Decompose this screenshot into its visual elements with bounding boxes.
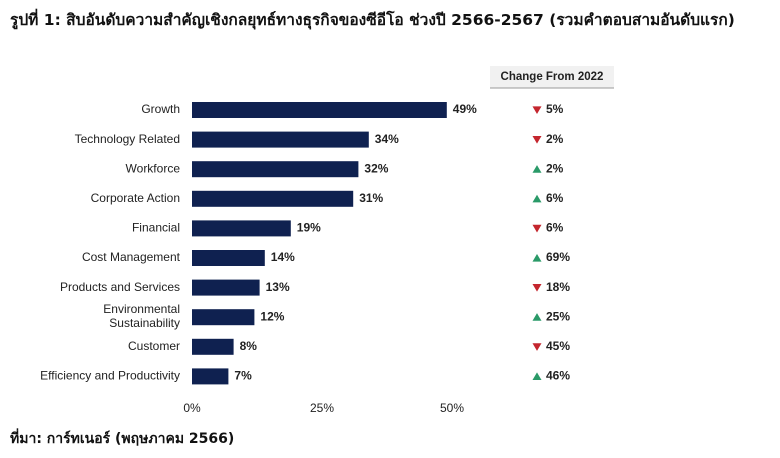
- change-arrow: [532, 165, 542, 173]
- bar: [192, 309, 255, 326]
- y-tick-label: Efficiency and Productivity: [40, 369, 180, 383]
- value-label: 7%: [234, 369, 252, 383]
- value-label: 8%: [240, 339, 258, 353]
- bar: [192, 250, 265, 266]
- chart-title: รูปที่ 1: สิบอันดับความสำคัญเชิงกลยุทธ์ท…: [10, 11, 735, 29]
- value-label: 34%: [375, 132, 399, 146]
- x-tick-label: 50%: [440, 401, 464, 415]
- change-label: 2%: [546, 161, 564, 175]
- change-arrow: [532, 224, 542, 233]
- y-tick-label: Workforce: [126, 161, 181, 175]
- value-label: 32%: [364, 161, 388, 175]
- change-label: 5%: [546, 102, 564, 116]
- source-note: ที่มา: การ์ทเนอร์ (พฤษภาคม 2566): [10, 431, 235, 447]
- y-tick-label: Technology Related: [75, 132, 180, 146]
- change-label: 46%: [546, 369, 570, 383]
- x-tick-label: 0%: [183, 401, 201, 415]
- change-label: 25%: [546, 309, 570, 323]
- value-label: 12%: [260, 309, 284, 323]
- bar: [192, 102, 447, 118]
- change-arrow: [532, 253, 542, 262]
- value-label: 13%: [266, 280, 290, 294]
- change-header-bg: [490, 66, 614, 88]
- y-tick-label: Corporate Action: [91, 191, 180, 205]
- change-arrow: [532, 372, 542, 380]
- y-tick-label: Cost Management: [82, 250, 181, 264]
- change-label: 69%: [546, 250, 570, 264]
- y-tick-label: Products and Services: [60, 280, 180, 294]
- y-tick-label: Environmental Sustainability: [103, 302, 180, 330]
- change-label: 6%: [546, 191, 564, 205]
- value-label: 49%: [453, 102, 477, 116]
- x-tick-label: 25%: [310, 401, 334, 415]
- value-label: 19%: [297, 221, 321, 235]
- change-header: Change From 2022: [501, 71, 604, 83]
- y-tick-label: Financial: [132, 221, 180, 235]
- change-label: 45%: [546, 339, 570, 353]
- value-label: 14%: [271, 250, 295, 264]
- bar: [192, 338, 234, 355]
- bar: [192, 279, 260, 296]
- bar: [192, 190, 354, 207]
- bar: [192, 161, 359, 178]
- change-arrow: [532, 106, 542, 115]
- change-arrow: [532, 313, 542, 321]
- change-arrow: [532, 284, 542, 292]
- change-label: 6%: [546, 221, 564, 235]
- bar: [192, 368, 229, 385]
- change-arrow: [532, 194, 542, 203]
- y-tick-label: Customer: [128, 339, 180, 353]
- bar: [192, 131, 369, 148]
- change-label: 18%: [546, 280, 570, 294]
- bar: [192, 220, 291, 237]
- change-arrow: [532, 343, 542, 351]
- value-label: 31%: [359, 191, 383, 205]
- change-label: 2%: [546, 132, 564, 146]
- change-arrow: [532, 136, 542, 144]
- y-tick-label: Growth: [141, 102, 180, 116]
